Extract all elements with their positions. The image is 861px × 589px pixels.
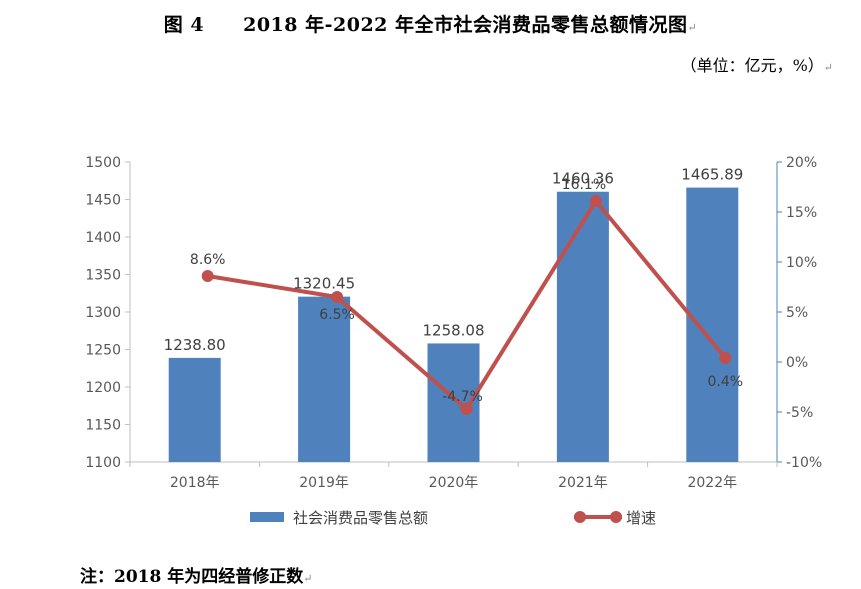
legend-line-marker bbox=[574, 511, 586, 523]
line-data-label: -4.7% bbox=[442, 389, 483, 405]
growth-point bbox=[201, 270, 214, 282]
bar bbox=[556, 191, 609, 463]
left-y-axis: 1100 1150 1200 1250 1300 1350 1400 1450 1500 bbox=[85, 155, 131, 471]
growth-point bbox=[331, 291, 344, 303]
bar-data-label: 1460.36 bbox=[552, 170, 614, 188]
left-tick-label: 1300 bbox=[85, 305, 121, 321]
x-tick-label: 2021年 bbox=[558, 475, 608, 491]
legend-line-marker bbox=[610, 511, 622, 523]
left-tick-label: 1100 bbox=[85, 455, 121, 471]
bar-data-label: 1258.08 bbox=[422, 321, 484, 339]
bar-data-label: 1465.89 bbox=[681, 166, 743, 184]
line-data-label: 8.6% bbox=[190, 252, 226, 268]
right-y-axis: -10% -5% 0% 5% 10% 15% 20% bbox=[776, 155, 822, 471]
left-tick-label: 1250 bbox=[85, 343, 121, 359]
right-tick-label: -5% bbox=[786, 405, 813, 421]
chart-title: 图 4 2018 年-2022 年全市社会消费品零售总额情况图↵ bbox=[163, 14, 698, 36]
x-tick-label: 2018年 bbox=[170, 475, 220, 491]
bar bbox=[686, 187, 739, 462]
right-tick-label: 10% bbox=[786, 255, 817, 271]
left-tick-label: 1200 bbox=[85, 380, 121, 396]
x-tick-label: 2020年 bbox=[429, 475, 479, 491]
x-tick-label: 2022年 bbox=[687, 475, 737, 491]
bar-series bbox=[168, 187, 739, 463]
bar bbox=[298, 296, 351, 462]
bar-data-label: 1238.80 bbox=[164, 336, 226, 354]
legend-bar-label: 社会消费品零售总额 bbox=[293, 509, 428, 527]
growth-point bbox=[589, 195, 602, 207]
left-tick-label: 1400 bbox=[85, 230, 121, 246]
left-tick-label: 1350 bbox=[85, 268, 121, 284]
x-tick-label: 2019年 bbox=[299, 475, 349, 491]
growth-point bbox=[719, 352, 732, 364]
line-data-label: 16.1% bbox=[562, 177, 606, 193]
footnote: 注：2018 年为四经普修正数↵ bbox=[80, 567, 313, 587]
left-tick-label: 1150 bbox=[85, 418, 121, 434]
growth-point bbox=[460, 403, 473, 415]
right-tick-label: 5% bbox=[786, 305, 808, 321]
bar-data-label: 1320.45 bbox=[293, 275, 355, 293]
right-tick-label: 20% bbox=[786, 155, 817, 171]
line-data-labels: 8.6% 6.5% -4.7% 16.1% 0.4% bbox=[190, 177, 743, 405]
line-series bbox=[201, 195, 732, 415]
right-tick-label: 15% bbox=[786, 205, 817, 221]
left-tick-label: 1450 bbox=[85, 193, 121, 209]
right-tick-label: -10% bbox=[786, 455, 822, 471]
legend: 社会消费品零售总额 增速 bbox=[250, 509, 656, 527]
left-tick-label: 1500 bbox=[85, 155, 121, 171]
unit-note: （单位：亿元，%）↵ bbox=[680, 56, 833, 75]
line-data-label: 0.4% bbox=[708, 374, 744, 390]
legend-line-label: 增速 bbox=[626, 509, 656, 527]
right-tick-label: 0% bbox=[786, 355, 808, 371]
bar bbox=[168, 357, 221, 462]
bar-data-labels: 1238.80 1320.45 1258.08 1460.36 1465.89 bbox=[164, 166, 744, 354]
line-data-label: 6.5% bbox=[319, 307, 355, 323]
x-axis: 2018年 2019年 2020年 2021年 2022年 bbox=[129, 461, 778, 491]
legend-bar-swatch bbox=[250, 512, 284, 522]
